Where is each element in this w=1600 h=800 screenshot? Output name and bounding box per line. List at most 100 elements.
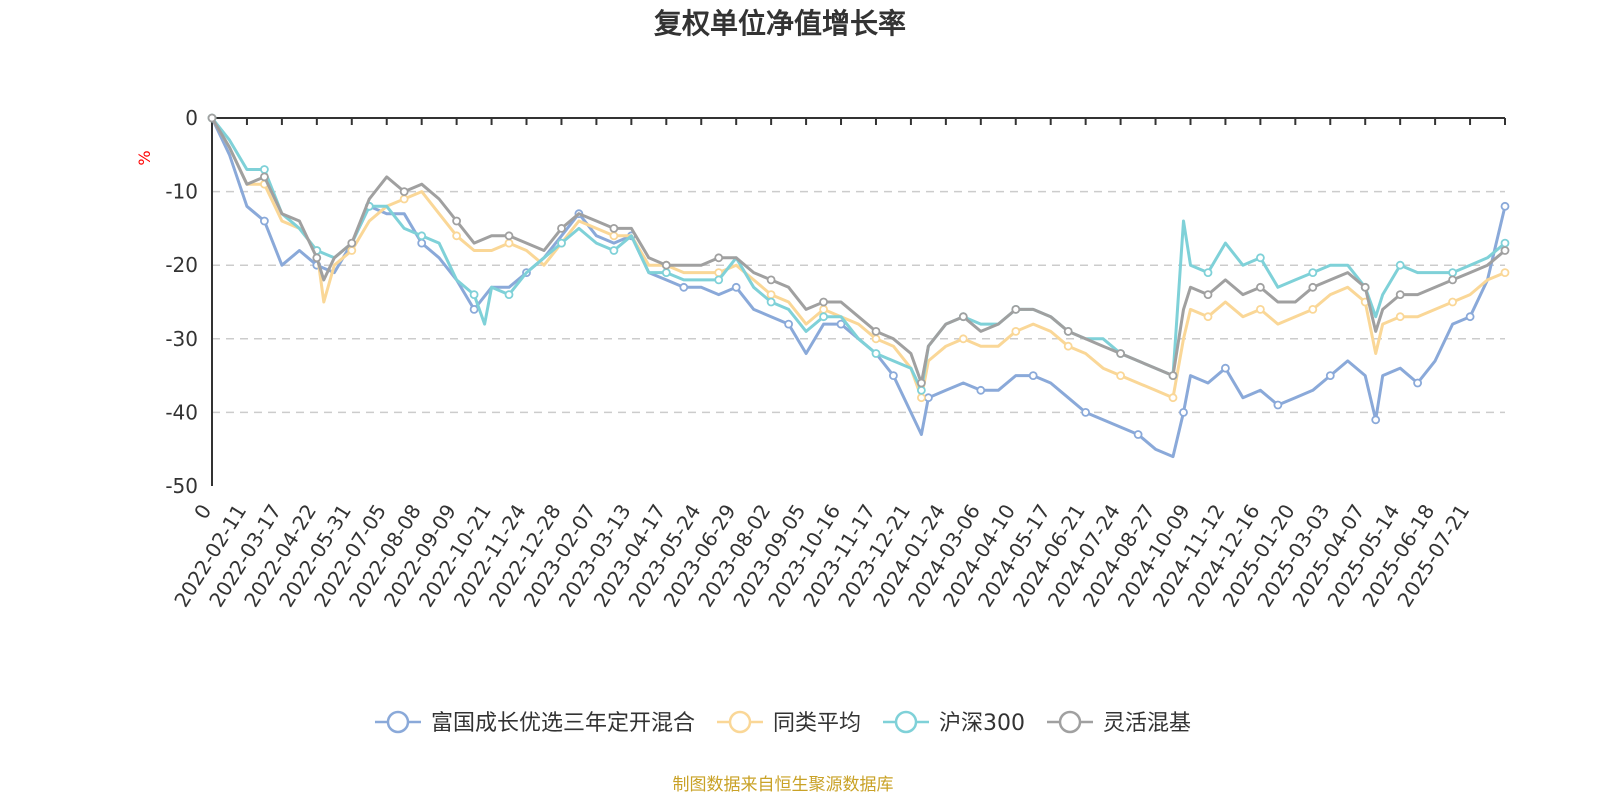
data-point[interactable]	[976, 385, 986, 395]
data-point[interactable]	[1448, 268, 1457, 278]
data-point[interactable]	[1168, 393, 1178, 403]
data-point[interactable]	[347, 238, 357, 248]
data-point[interactable]	[1221, 363, 1230, 373]
data-point[interactable]	[1081, 407, 1090, 417]
data-point[interactable]	[661, 268, 671, 278]
data-point[interactable]	[766, 275, 776, 285]
data-point[interactable]	[871, 334, 881, 344]
data-point[interactable]	[924, 393, 933, 403]
data-point[interactable]	[504, 290, 514, 300]
data-point[interactable]	[1203, 290, 1213, 300]
axis-layer: 0-10-20-30-40-5002022-02-112022-03-17202…	[165, 106, 1506, 611]
data-point[interactable]	[312, 253, 322, 263]
data-point[interactable]	[1395, 260, 1405, 270]
data-point[interactable]	[557, 238, 566, 248]
data-point[interactable]	[871, 326, 881, 336]
data-point[interactable]	[1116, 371, 1125, 381]
data-point[interactable]	[504, 238, 514, 248]
data-point[interactable]	[1308, 304, 1318, 314]
data-point[interactable]	[871, 349, 881, 358]
data-point[interactable]	[819, 297, 828, 307]
data-point[interactable]	[1395, 290, 1405, 300]
legend-item[interactable]: 沪深300	[883, 710, 1025, 736]
data-point[interactable]	[784, 319, 793, 329]
legend-circle-symbol	[894, 710, 918, 734]
data-point[interactable]	[661, 260, 671, 270]
data-point[interactable]	[347, 246, 357, 255]
data-point[interactable]	[1168, 371, 1178, 381]
data-point[interactable]	[399, 187, 409, 197]
data-point[interactable]	[1371, 415, 1381, 425]
data-point[interactable]	[714, 275, 724, 285]
legend[interactable]: 富国成长优选三年定开混合 同类平均 沪深300 灵活混基	[374, 710, 1191, 736]
data-point[interactable]	[917, 378, 926, 388]
data-point[interactable]	[1325, 371, 1335, 381]
data-point[interactable]	[207, 113, 217, 123]
data-point[interactable]	[557, 223, 566, 233]
data-point[interactable]	[766, 297, 776, 307]
series-line	[210, 117, 1506, 400]
y-tick-label: -40	[165, 400, 198, 424]
data-point[interactable]	[1116, 349, 1125, 358]
data-point[interactable]	[609, 246, 619, 255]
source-note: 制图数据来自恒生聚源数据库	[673, 775, 894, 795]
data-point[interactable]	[1308, 282, 1318, 292]
data-point[interactable]	[889, 371, 898, 381]
data-point[interactable]	[1256, 282, 1265, 292]
data-point[interactable]	[469, 304, 479, 314]
data-point[interactable]	[1179, 407, 1188, 417]
data-point[interactable]	[836, 319, 846, 329]
data-point[interactable]	[417, 238, 427, 248]
data-point[interactable]	[819, 312, 828, 322]
data-point[interactable]	[259, 172, 269, 182]
data-point[interactable]	[259, 216, 269, 226]
legend-item[interactable]: 同类平均	[716, 710, 861, 736]
data-point[interactable]	[1500, 238, 1510, 248]
y-tick-label: -20	[165, 253, 198, 277]
data-point[interactable]	[1063, 326, 1073, 336]
data-point[interactable]	[452, 231, 462, 241]
data-point[interactable]	[1133, 430, 1143, 439]
chart-title: 复权单位净值增长率	[654, 7, 906, 40]
legend-circle-symbol	[728, 710, 752, 734]
data-point[interactable]	[1413, 378, 1422, 388]
data-point[interactable]	[1465, 312, 1475, 322]
data-point[interactable]	[609, 231, 619, 241]
data-point[interactable]	[917, 393, 926, 403]
data-point[interactable]	[714, 253, 724, 263]
data-point[interactable]	[1256, 304, 1265, 314]
data-point[interactable]	[766, 290, 776, 300]
data-point[interactable]	[1203, 268, 1213, 278]
data-point[interactable]	[469, 290, 479, 300]
data-point[interactable]	[1011, 326, 1021, 336]
legend-item[interactable]: 灵活混基	[1047, 710, 1191, 736]
data-point[interactable]	[1063, 341, 1073, 351]
data-point[interactable]	[504, 231, 514, 241]
data-point[interactable]	[1500, 201, 1510, 211]
data-point[interactable]	[1028, 371, 1038, 381]
data-point[interactable]	[1500, 268, 1510, 278]
data-point[interactable]	[1256, 253, 1265, 263]
data-point[interactable]	[259, 165, 269, 174]
data-point[interactable]	[958, 334, 968, 344]
data-point[interactable]	[1011, 304, 1021, 314]
data-point[interactable]	[399, 194, 409, 204]
legend-item[interactable]: 富国成长优选三年定开混合	[374, 710, 695, 736]
data-point[interactable]	[609, 223, 619, 233]
data-point[interactable]	[1273, 400, 1283, 410]
data-point[interactable]	[1448, 297, 1457, 307]
data-point[interactable]	[417, 231, 427, 241]
data-point[interactable]	[1448, 275, 1457, 285]
data-point[interactable]	[917, 385, 926, 395]
data-point[interactable]	[1203, 312, 1213, 322]
data-point[interactable]	[679, 282, 689, 292]
data-point[interactable]	[452, 216, 462, 226]
data-point[interactable]	[1308, 268, 1318, 278]
data-point[interactable]	[1395, 312, 1405, 322]
data-point[interactable]	[731, 282, 741, 292]
data-point[interactable]	[819, 304, 828, 314]
data-point[interactable]	[1360, 282, 1370, 292]
legend-circle-symbol	[1058, 710, 1082, 734]
data-point[interactable]	[958, 312, 968, 322]
data-point[interactable]	[1500, 246, 1510, 255]
